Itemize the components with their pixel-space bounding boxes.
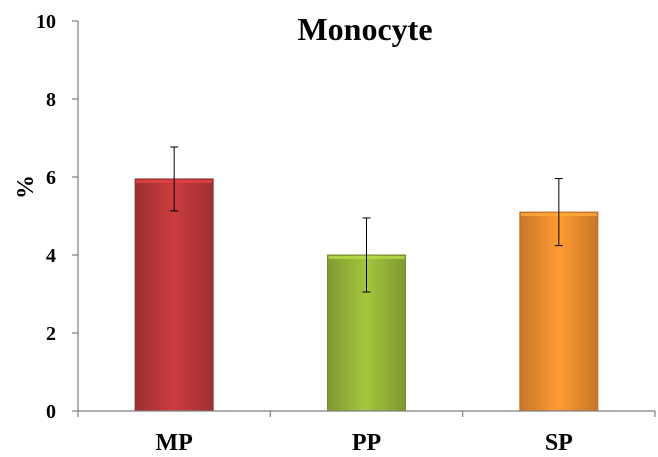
y-axis-label: % <box>13 175 39 199</box>
y-ticks: 0 2 4 6 8 10 <box>36 11 78 423</box>
error-bar-mp <box>170 146 179 212</box>
error-bar-sp <box>554 178 563 247</box>
chart-title: Monocyte <box>297 11 432 47</box>
error-bar-pp <box>362 217 371 293</box>
x-categories: MP PP SP <box>156 430 573 456</box>
category-label-mp: MP <box>156 430 193 456</box>
bar-mp <box>134 178 214 412</box>
y-tick-label: 10 <box>36 11 56 33</box>
bars <box>134 178 599 412</box>
y-tick-label: 2 <box>46 323 56 345</box>
y-tick-label: 0 <box>46 401 56 423</box>
y-tick-label: 6 <box>46 167 56 189</box>
error-bars <box>170 146 563 293</box>
axes <box>77 21 656 417</box>
category-label-pp: PP <box>352 430 381 456</box>
y-tick-label: 8 <box>46 89 56 111</box>
y-tick-label: 4 <box>46 245 56 267</box>
category-label-sp: SP <box>545 430 573 456</box>
